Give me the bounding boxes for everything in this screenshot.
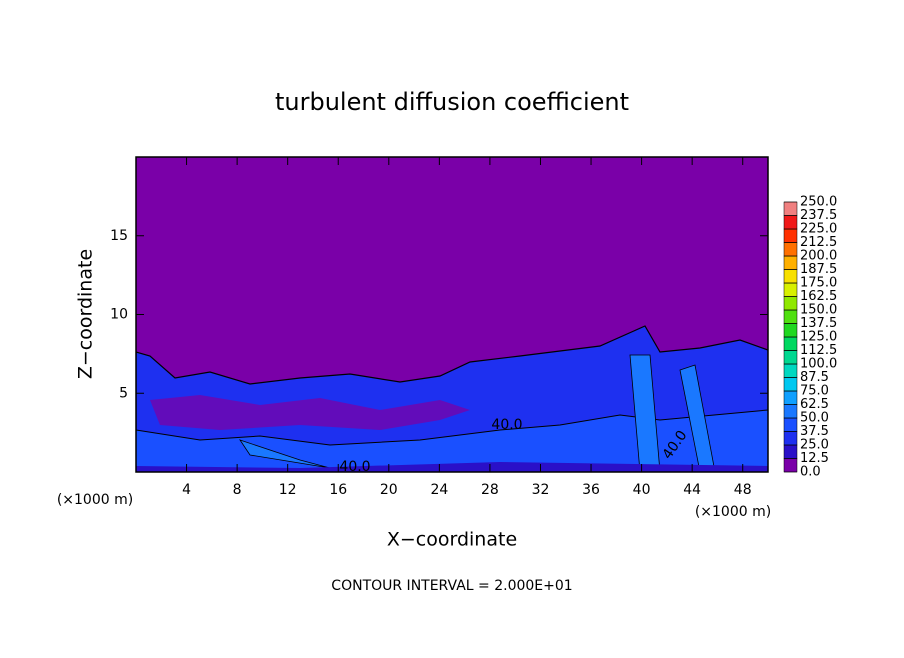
y-tick-label: 15 bbox=[110, 228, 128, 244]
colorbar-label: 150.0 bbox=[800, 303, 837, 318]
x-tick-label: 32 bbox=[532, 482, 550, 498]
colorbar-label: 87.5 bbox=[800, 370, 829, 385]
colorbar-band bbox=[783, 309, 798, 324]
colorbar-band bbox=[783, 336, 798, 351]
x-tick-label: 48 bbox=[734, 482, 752, 498]
colorbar-band bbox=[783, 458, 798, 473]
colorbar-band bbox=[783, 282, 798, 297]
contour-label: 40.0 bbox=[339, 459, 370, 475]
x-tick-label: 12 bbox=[279, 482, 297, 498]
chart-title: turbulent diffusion coefficient bbox=[275, 88, 629, 116]
colorbar-band bbox=[783, 444, 798, 459]
x-tick-label: 36 bbox=[582, 482, 600, 498]
colorbar-band bbox=[783, 404, 798, 419]
colorbar-label: 125.0 bbox=[800, 330, 837, 345]
y-unit-label: (×1000 m) bbox=[57, 492, 133, 508]
x-tick-label: 8 bbox=[233, 482, 242, 498]
colorbar-band bbox=[783, 269, 798, 284]
x-tick-label: 24 bbox=[430, 482, 448, 498]
field-region bbox=[136, 409, 768, 472]
footer: CONTOUR INTERVAL = 2.000E+01 bbox=[331, 578, 572, 594]
x-tick-label: 20 bbox=[380, 482, 398, 498]
colorbar-label: 200.0 bbox=[800, 249, 837, 264]
y-tick-label: 10 bbox=[110, 307, 128, 323]
colorbar-band bbox=[783, 215, 798, 230]
field-region bbox=[136, 462, 768, 472]
field bbox=[136, 157, 768, 472]
colorbar-band bbox=[783, 390, 798, 405]
x-tick-label: 4 bbox=[182, 482, 191, 498]
x-axis-label: X−coordinate bbox=[387, 529, 517, 551]
colorbar-label: 237.5 bbox=[800, 208, 837, 223]
colorbar-label: 175.0 bbox=[800, 276, 837, 291]
y-tick-label: 5 bbox=[119, 385, 128, 401]
colorbar-label: 100.0 bbox=[800, 357, 837, 372]
x-tick-label: 16 bbox=[329, 482, 347, 498]
colorbar-label: 12.5 bbox=[800, 451, 829, 466]
x-unit-label: (×1000 m) bbox=[695, 504, 771, 520]
x-tick-label: 40 bbox=[633, 482, 651, 498]
colorbar-label: 112.5 bbox=[800, 343, 837, 358]
contour-label: 40.0 bbox=[491, 417, 522, 433]
x-tick-label: 28 bbox=[481, 482, 499, 498]
colorbar-label: 250.0 bbox=[800, 195, 837, 210]
colorbar-band bbox=[783, 201, 798, 216]
colorbar-band bbox=[783, 350, 798, 365]
colorbar-label: 162.5 bbox=[800, 289, 837, 304]
colorbar-band bbox=[783, 377, 798, 392]
colorbar-band bbox=[783, 417, 798, 432]
colorbar-label: 187.5 bbox=[800, 262, 837, 277]
colorbar-label: 62.5 bbox=[800, 397, 829, 412]
colorbar-label: 225.0 bbox=[800, 222, 837, 237]
colorbar-band bbox=[783, 323, 798, 338]
field-region bbox=[150, 395, 470, 430]
colorbar-band bbox=[783, 242, 798, 257]
colorbar-band bbox=[783, 296, 798, 311]
colorbar-band bbox=[783, 255, 798, 270]
colorbar-label: 137.5 bbox=[800, 316, 837, 331]
colorbar-label: 50.0 bbox=[800, 411, 829, 426]
colorbar-label: 212.5 bbox=[800, 235, 837, 250]
y-axis-label: Z−coordinate bbox=[75, 249, 97, 379]
colorbar-label: 75.0 bbox=[800, 384, 829, 399]
colorbar-label: 0.0 bbox=[800, 465, 821, 480]
colorbar-label: 37.5 bbox=[800, 424, 829, 439]
colorbar-label: 25.0 bbox=[800, 438, 829, 453]
colorbar-band bbox=[783, 431, 798, 446]
colorbar-band bbox=[783, 363, 798, 378]
colorbar-band bbox=[783, 228, 798, 243]
x-tick-label: 44 bbox=[683, 482, 701, 498]
